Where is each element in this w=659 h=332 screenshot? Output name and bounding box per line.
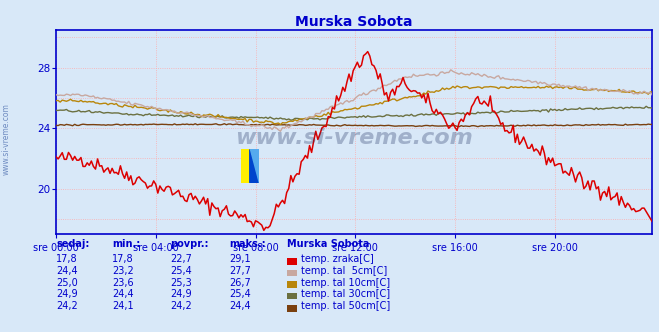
- Text: 29,1: 29,1: [229, 254, 251, 264]
- Text: www.si-vreme.com: www.si-vreme.com: [2, 104, 11, 175]
- Polygon shape: [250, 149, 259, 183]
- Text: 23,2: 23,2: [112, 266, 134, 276]
- Text: 26,7: 26,7: [229, 278, 251, 288]
- Text: 17,8: 17,8: [56, 254, 78, 264]
- Text: 25,4: 25,4: [170, 266, 192, 276]
- Text: temp. zraka[C]: temp. zraka[C]: [301, 254, 373, 264]
- Bar: [241, 149, 250, 183]
- Text: temp. tal  5cm[C]: temp. tal 5cm[C]: [301, 266, 387, 276]
- Text: temp. tal 30cm[C]: temp. tal 30cm[C]: [301, 289, 389, 299]
- Text: sedaj:: sedaj:: [56, 239, 90, 249]
- Text: min.:: min.:: [112, 239, 140, 249]
- Text: Murska Sobota: Murska Sobota: [287, 239, 369, 249]
- Text: 25,4: 25,4: [229, 289, 251, 299]
- Text: 24,4: 24,4: [229, 301, 251, 311]
- Text: 22,7: 22,7: [170, 254, 192, 264]
- Text: 24,4: 24,4: [56, 266, 78, 276]
- Title: Murska Sobota: Murska Sobota: [295, 15, 413, 29]
- Text: temp. tal 50cm[C]: temp. tal 50cm[C]: [301, 301, 389, 311]
- Text: 25,3: 25,3: [170, 278, 192, 288]
- Text: 24,4: 24,4: [112, 289, 134, 299]
- Text: temp. tal 10cm[C]: temp. tal 10cm[C]: [301, 278, 389, 288]
- Text: 24,9: 24,9: [56, 289, 78, 299]
- Text: 24,9: 24,9: [170, 289, 192, 299]
- Text: maks.:: maks.:: [229, 239, 266, 249]
- Text: 23,6: 23,6: [112, 278, 134, 288]
- Text: 24,2: 24,2: [170, 301, 192, 311]
- Text: 24,1: 24,1: [112, 301, 134, 311]
- Text: 17,8: 17,8: [112, 254, 134, 264]
- Polygon shape: [250, 149, 259, 183]
- Text: www.si-vreme.com: www.si-vreme.com: [235, 128, 473, 148]
- Text: povpr.:: povpr.:: [170, 239, 208, 249]
- Text: 25,0: 25,0: [56, 278, 78, 288]
- Text: 24,2: 24,2: [56, 301, 78, 311]
- Text: 27,7: 27,7: [229, 266, 251, 276]
